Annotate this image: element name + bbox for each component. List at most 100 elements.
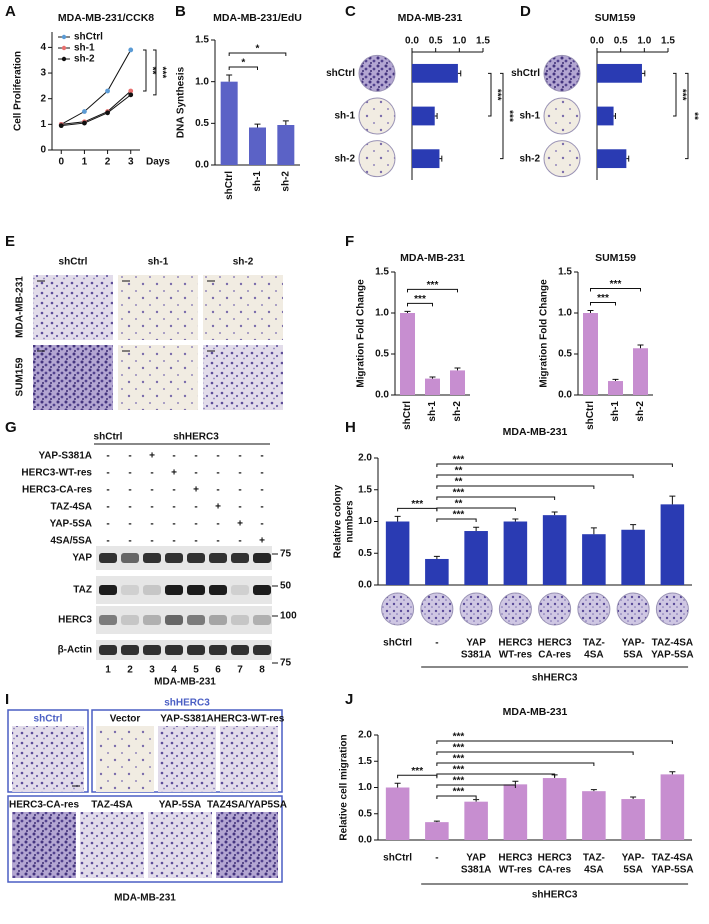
bar (660, 504, 685, 585)
panel-label: H (345, 419, 356, 436)
treatment-mark: - (172, 485, 175, 496)
line-marker (105, 110, 110, 116)
lane-number: 5 (193, 665, 199, 676)
bar (220, 81, 238, 165)
x-tick-label: HERC3 (538, 853, 572, 864)
marker-label: 75 (280, 658, 292, 669)
x-tick-label: sh-1 (252, 171, 263, 192)
x-tick-label: shCtrl (383, 638, 412, 649)
x-tick-label: 0 (58, 157, 64, 168)
legend-label: shCtrl (74, 32, 103, 43)
error-bar (254, 123, 261, 128)
x-tick-label: shCtrl (383, 853, 412, 864)
lane-number: 1 (105, 665, 111, 676)
bar (542, 515, 567, 585)
blot-band (253, 585, 271, 595)
blot-band (209, 585, 227, 595)
y-tick-label: 0 (40, 145, 46, 156)
blot-label: YAP (72, 553, 92, 564)
significance-bracket (436, 773, 556, 777)
blot-band (231, 645, 249, 655)
y-axis-label: Migration Fold Change (539, 279, 550, 388)
significance: *** (453, 510, 465, 521)
treatment-mark: + (171, 468, 177, 479)
blot-band (231, 553, 249, 563)
blot-band (121, 553, 139, 563)
micrograph (220, 726, 278, 792)
significance-bracket (436, 784, 516, 788)
x-tick-label: - (435, 638, 438, 649)
bar (425, 822, 449, 840)
panel-label: B (175, 3, 186, 20)
chart-title: MDA-MB-231/EdU (213, 12, 302, 24)
panel-label: I (5, 691, 9, 708)
treatment-mark: - (216, 451, 219, 462)
y-tick-label: shCtrl (511, 68, 540, 79)
blot-band (209, 645, 227, 655)
treatment-label: HERC3-CA-res (22, 485, 92, 496)
x-tick-label: 1.0 (637, 36, 651, 47)
colony-dish (498, 592, 532, 626)
significance: *** (453, 488, 465, 499)
significance: *** (411, 766, 423, 777)
image-label: TAZ4SA/YAP5SA (207, 800, 287, 811)
x-tick-label: HERC3 (498, 853, 532, 864)
blot-band (143, 615, 161, 625)
colony-dish (543, 97, 581, 135)
x-tick-label: sh-2 (635, 401, 646, 422)
blot-band (165, 553, 183, 563)
treatment-mark: - (194, 536, 197, 547)
blot-band (187, 645, 205, 655)
treatment-mark: + (237, 519, 243, 530)
error-bar (404, 310, 411, 313)
image-label: YAP-5SA (159, 800, 201, 811)
error-bar (612, 378, 619, 382)
y-tick-label: 4 (40, 42, 46, 53)
significance-bracket (153, 49, 157, 96)
bar (633, 348, 648, 395)
treatment-mark: - (106, 451, 109, 462)
micrograph (33, 345, 113, 410)
line-marker (82, 120, 87, 126)
x-tick-label: YAP-5SA (651, 650, 693, 661)
x-tick-label: 1.5 (661, 36, 675, 47)
significance: *** (453, 776, 465, 787)
treatment-label: TAZ-4SA (51, 502, 92, 513)
significance-bracket (436, 463, 673, 467)
blot-strip (96, 576, 272, 604)
legend-marker (61, 45, 67, 51)
treatment-mark: - (216, 485, 219, 496)
y-tick-label: 3 (40, 68, 46, 79)
treatment-mark: - (106, 536, 109, 547)
lane-number: 2 (127, 665, 133, 676)
legend-marker (61, 34, 67, 40)
panel-label: A (5, 3, 16, 20)
blot-band (99, 553, 117, 563)
micrograph (158, 726, 216, 792)
x-axis-label: Days (146, 157, 170, 168)
panel-label: C (345, 3, 356, 20)
colony-dish (577, 592, 611, 626)
y-axis-label: Relative cell migration (339, 734, 350, 840)
significance: ** (455, 466, 463, 477)
group-label: shHERC3 (173, 432, 219, 443)
bar (660, 774, 685, 840)
image-label: HERC3-CA-res (9, 800, 79, 811)
treatment-mark: + (215, 502, 221, 513)
significance: *** (491, 89, 502, 101)
x-tick-label: 3 (128, 157, 134, 168)
significance-bracket (228, 66, 258, 70)
error-bar (439, 155, 443, 162)
error-bar (512, 780, 519, 785)
treatment-mark: - (238, 468, 241, 479)
error-bar (394, 782, 401, 788)
x-tick-label: sh-2 (280, 171, 291, 192)
colony-dish (538, 592, 572, 626)
treatment-mark: - (128, 502, 131, 513)
treatment-mark: - (238, 502, 241, 513)
significance: * (256, 44, 260, 55)
blot-band (187, 615, 205, 625)
x-tick-label: 5SA (623, 865, 642, 876)
x-tick-label: CA-res (538, 865, 571, 876)
